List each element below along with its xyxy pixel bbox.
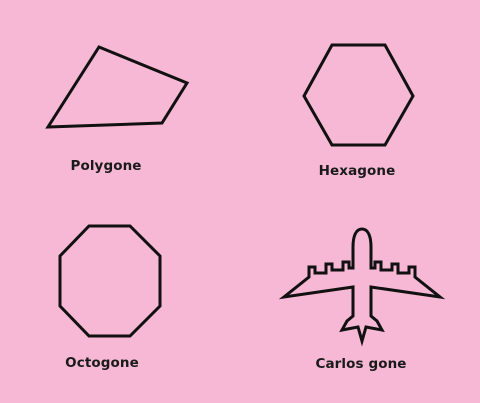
octagon-shape: [58, 224, 162, 338]
polygon-label: Polygone: [70, 158, 142, 174]
hexagon-shape: [302, 43, 415, 147]
hexagon-label: Hexagone: [318, 163, 396, 179]
polygon-shape: [45, 45, 190, 129]
airplane-shape: [278, 227, 446, 347]
octagon-label: Octogone: [65, 355, 139, 371]
airplane-label: Carlos gone: [315, 356, 407, 372]
